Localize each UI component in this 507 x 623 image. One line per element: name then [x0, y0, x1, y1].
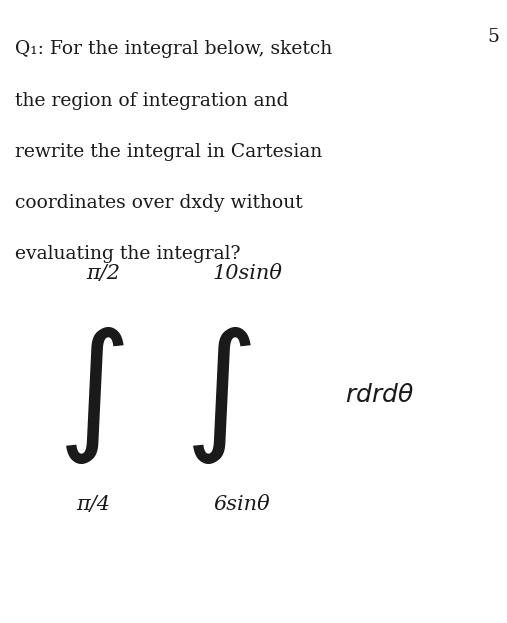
Text: $rdr d\theta$: $rdr d\theta$	[345, 384, 414, 407]
Text: Q₁: For the integral below, sketch: Q₁: For the integral below, sketch	[15, 40, 333, 59]
Text: π/2: π/2	[86, 265, 120, 283]
Text: π/4: π/4	[76, 495, 110, 514]
Text: coordinates over dxdy without: coordinates over dxdy without	[15, 194, 303, 212]
Text: $\int$: $\int$	[184, 325, 252, 466]
Text: 5: 5	[487, 28, 499, 46]
Text: 10sinθ: 10sinθ	[213, 265, 283, 283]
Text: 6sinθ: 6sinθ	[213, 495, 270, 514]
Text: rewrite the integral in Cartesian: rewrite the integral in Cartesian	[15, 143, 322, 161]
Text: the region of integration and: the region of integration and	[15, 92, 288, 110]
Text: $\int$: $\int$	[57, 325, 125, 466]
Text: evaluating the integral?: evaluating the integral?	[15, 245, 241, 263]
